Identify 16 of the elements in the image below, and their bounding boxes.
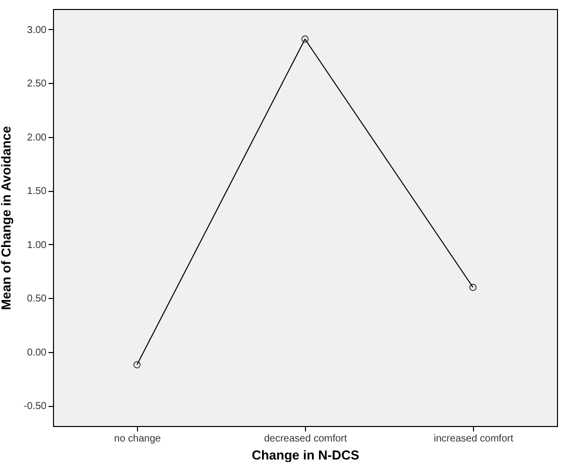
y-tick-label: -0.50 xyxy=(24,401,47,412)
point xyxy=(133,361,141,368)
point xyxy=(301,35,309,43)
x-tick-label: no change xyxy=(114,434,162,444)
y-tick-label: 0.50 xyxy=(27,294,47,305)
x-tick-label: increased comfort xyxy=(434,434,514,444)
x-tick-label: decreased comfort xyxy=(264,434,348,444)
y-axis-title: Mean of Change in Avoidance xyxy=(0,126,14,310)
x-axis-title: Change in N-DCS xyxy=(252,448,360,462)
point xyxy=(469,284,477,292)
y-tick-label: 2.50 xyxy=(27,78,47,90)
y-tick-label: 1.50 xyxy=(27,186,47,198)
y-tick-label: 0.00 xyxy=(27,347,47,358)
y-tick-label: 1.00 xyxy=(27,240,47,251)
y-tick-label: 2.00 xyxy=(27,132,47,144)
y-tick-label: 3.00 xyxy=(27,24,47,36)
